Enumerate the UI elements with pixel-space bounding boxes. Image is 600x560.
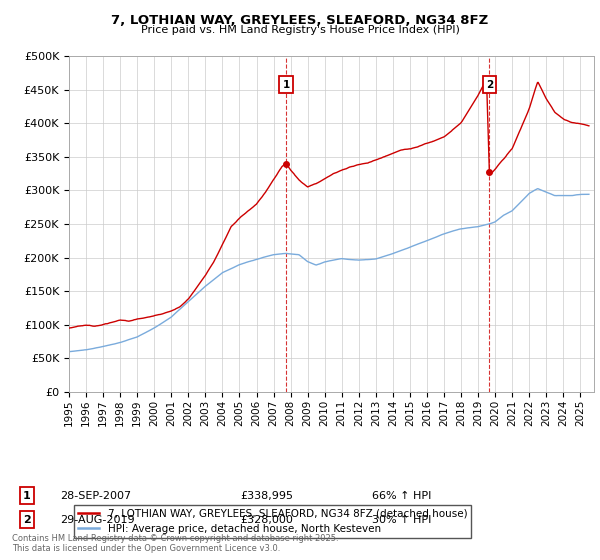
Text: 2: 2 [486,80,493,90]
Text: 30% ↑ HPI: 30% ↑ HPI [372,515,431,525]
Text: Price paid vs. HM Land Registry's House Price Index (HPI): Price paid vs. HM Land Registry's House … [140,25,460,35]
Text: £338,995: £338,995 [240,491,293,501]
Text: 28-SEP-2007: 28-SEP-2007 [60,491,131,501]
Text: 66% ↑ HPI: 66% ↑ HPI [372,491,431,501]
Text: 1: 1 [23,491,31,501]
Text: 29-AUG-2019: 29-AUG-2019 [60,515,134,525]
Text: 1: 1 [283,80,290,90]
Legend: 7, LOTHIAN WAY, GREYLEES, SLEAFORD, NG34 8FZ (detached house), HPI: Average pric: 7, LOTHIAN WAY, GREYLEES, SLEAFORD, NG34… [74,505,472,538]
Text: 2: 2 [23,515,31,525]
Text: £328,000: £328,000 [240,515,293,525]
Text: Contains HM Land Registry data © Crown copyright and database right 2025.
This d: Contains HM Land Registry data © Crown c… [12,534,338,553]
Text: 7, LOTHIAN WAY, GREYLEES, SLEAFORD, NG34 8FZ: 7, LOTHIAN WAY, GREYLEES, SLEAFORD, NG34… [112,14,488,27]
